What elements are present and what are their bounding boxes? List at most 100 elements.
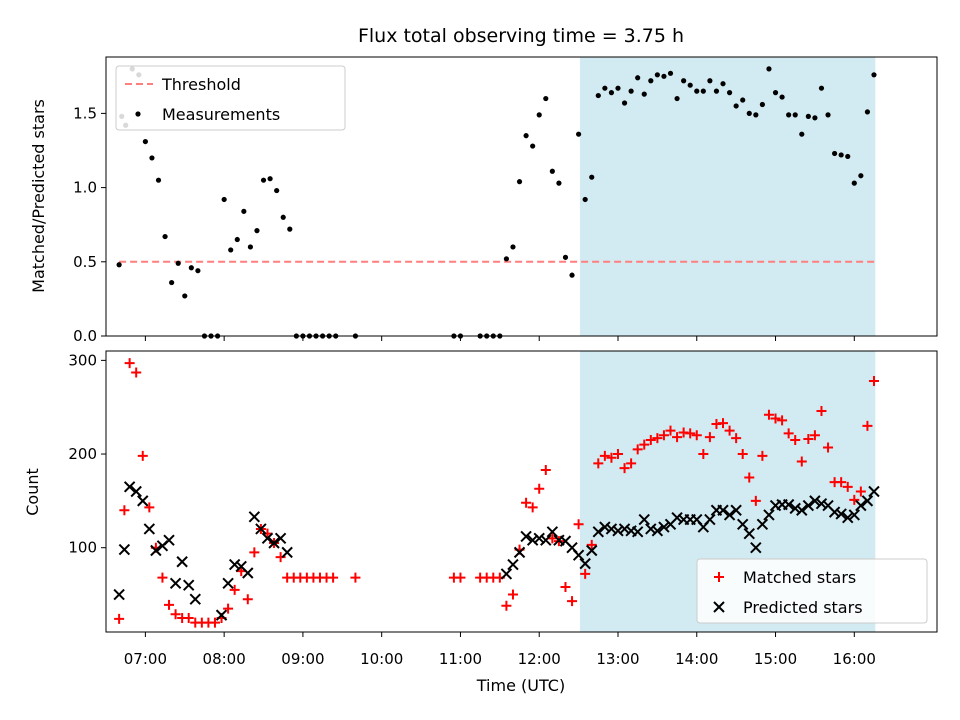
predicted-star-point	[268, 537, 280, 549]
predicted-star-point	[526, 534, 539, 546]
predicted-star-point	[513, 546, 526, 559]
y-tick-label: 1.5	[73, 104, 97, 122]
y-tick-label: 0.0	[73, 327, 97, 345]
measurement-point	[188, 265, 194, 271]
matched-star-point	[137, 450, 148, 461]
measurement-point	[234, 236, 240, 243]
matched-star-point	[157, 572, 168, 583]
x-tick-label: 15:00	[754, 650, 797, 668]
legend-matched-swatch	[714, 572, 724, 582]
matched-star-point	[645, 434, 656, 445]
predicted-star-point	[507, 558, 519, 571]
measurement-point	[536, 112, 542, 118]
predicted-star-point	[572, 549, 585, 561]
matched-star-point	[790, 434, 801, 445]
predicted-star-point	[658, 521, 670, 533]
measurement-point	[254, 228, 260, 234]
matched-star-point	[124, 358, 135, 369]
predicted-star-point	[855, 499, 867, 512]
predicted-star-point	[500, 568, 513, 580]
x-tick-label: 07:00	[124, 650, 167, 668]
matched-star-point	[249, 547, 260, 558]
matched-star-point	[593, 458, 604, 469]
legend-box	[696, 558, 928, 624]
measurement-point	[549, 168, 555, 174]
measurement-point	[267, 176, 273, 182]
matched-star-point	[350, 572, 361, 583]
top-panel: 0.0 0.5 1.0 1.5 Threshold Measurements	[73, 56, 938, 345]
measurement-point	[812, 115, 818, 121]
matched-star-point	[652, 433, 663, 444]
measurement-point	[694, 88, 700, 94]
matched-star-point	[842, 481, 853, 492]
legend-box	[115, 65, 346, 131]
measurement-point	[228, 247, 234, 253]
predicted-star-point	[599, 521, 611, 533]
predicted-star-point	[242, 567, 254, 579]
matched-star-point	[665, 425, 676, 436]
measurement-point	[582, 196, 588, 203]
predicted-star-point	[704, 513, 716, 526]
matched-star-point	[131, 367, 142, 378]
measurement-point	[746, 110, 752, 116]
predicted-star-point	[782, 498, 795, 511]
matched-star-point	[849, 494, 860, 505]
measurement-point	[707, 78, 713, 84]
predicted-star-point	[868, 485, 880, 498]
predicted-star-point	[579, 557, 591, 570]
matched-star-point	[632, 444, 643, 455]
matched-star-point	[144, 502, 155, 513]
predicted-star-point	[130, 485, 142, 498]
predicted-star-point	[248, 511, 261, 523]
predicted-star-point	[228, 558, 241, 571]
measurement-point	[510, 244, 516, 250]
matched-star-point	[763, 409, 774, 420]
measurement-point	[779, 94, 785, 100]
predicted-star-point	[671, 512, 683, 524]
predicted-star-point	[750, 541, 762, 554]
x-axis-ticks: 07:00 08:00 09:00 10:00 11:00 12:00 13:00 14:00…	[124, 650, 876, 668]
predicted-star-point	[835, 508, 847, 520]
x-tick-label: 14:00	[675, 650, 718, 668]
matched-star-point	[580, 568, 591, 579]
measurement-point	[175, 260, 181, 266]
series-predicted-stars	[113, 481, 880, 621]
legend-predicted-swatch	[713, 601, 725, 613]
matched-star-point	[658, 430, 669, 441]
matched-star-point	[223, 603, 234, 614]
matched-star-point	[599, 450, 610, 461]
x-tick-label: 12:00	[518, 650, 561, 668]
matched-star-point	[750, 495, 761, 506]
predicted-star-point	[605, 523, 618, 535]
measurement-point	[530, 143, 536, 149]
observing-window-shade	[579, 57, 876, 336]
legend-entry-label: Threshold	[161, 75, 241, 94]
matched-star-point	[501, 600, 512, 611]
predicted-star-point	[645, 523, 657, 535]
matched-star-point	[718, 418, 729, 429]
predicted-star-point	[118, 543, 131, 556]
y-tick-label: 1.0	[73, 179, 97, 197]
measurement-point	[720, 81, 726, 87]
matched-star-point	[803, 434, 814, 445]
measurement-point	[681, 78, 687, 84]
measurement-point	[687, 82, 693, 88]
measurement-point	[635, 75, 641, 81]
predicted-star-point	[651, 525, 664, 537]
measurement-point	[825, 112, 831, 118]
predicted-star-point	[730, 504, 742, 516]
predicted-star-point	[796, 504, 808, 516]
predicted-star-point	[215, 609, 228, 621]
matched-star-point	[567, 596, 578, 607]
measurement-point	[792, 112, 798, 118]
measurement-point	[182, 293, 188, 299]
matched-star-point	[164, 599, 175, 610]
measurement-point	[195, 268, 201, 274]
predicted-star-point	[631, 526, 644, 538]
measurement-point	[733, 103, 739, 109]
matched-star-point	[507, 589, 518, 600]
predicted-star-point	[137, 495, 149, 507]
measurement-point	[661, 73, 667, 79]
measurement-point	[576, 131, 582, 137]
axes-frame	[105, 350, 938, 633]
